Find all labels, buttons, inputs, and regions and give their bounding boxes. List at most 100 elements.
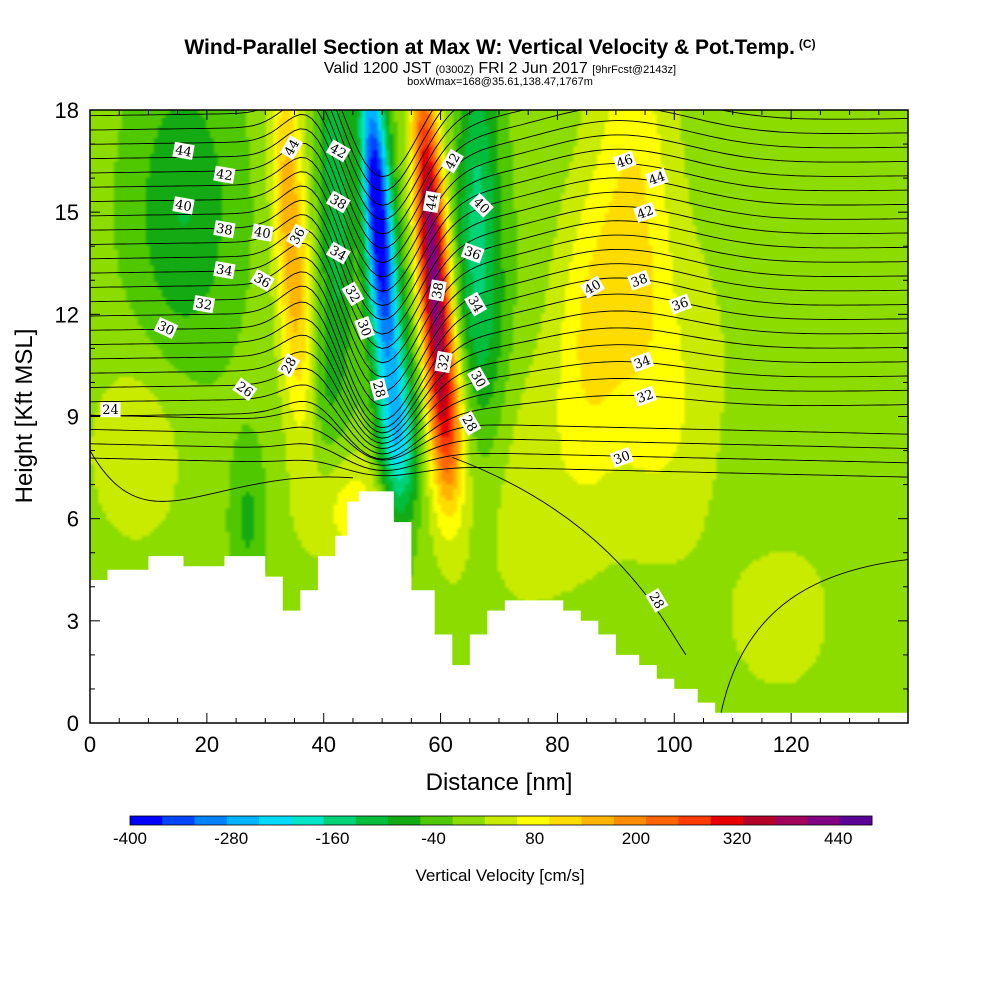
- colorbar-tick-label: -280: [214, 829, 248, 848]
- theta-label-text: 42: [443, 151, 464, 173]
- x-axis-label: Distance [nm]: [426, 769, 573, 796]
- colorbar-swatch: [613, 816, 647, 825]
- theta-contour: [90, 110, 908, 249]
- theta-contour: [90, 443, 908, 471]
- theta-label: 40: [580, 275, 605, 299]
- theta-contour: [90, 426, 908, 466]
- theta-contour: [90, 120, 908, 264]
- theta-contour: [90, 327, 908, 439]
- theta-label-text: 36: [670, 295, 691, 315]
- theta-label-text: 46: [615, 152, 636, 172]
- x-tick-labels: 0 20 40 60 80 100 120: [84, 732, 810, 757]
- colorbar-tick-label: -40: [421, 829, 446, 848]
- theta-label-text: 30: [467, 369, 488, 391]
- theta-label-text: 28: [279, 355, 300, 377]
- colorbar-swatch: [323, 816, 357, 825]
- x-tick-label: 80: [545, 732, 569, 757]
- theta-label: 32: [192, 294, 216, 314]
- x-tick-label: 40: [311, 732, 335, 757]
- theta-label: 28: [369, 377, 390, 401]
- theta-contour: [90, 450, 353, 502]
- theta-label: 32: [633, 385, 658, 407]
- theta-contour: [90, 378, 908, 455]
- theta-label: 36: [668, 293, 693, 315]
- colorbar: [129, 815, 873, 826]
- theta-contour: [90, 110, 477, 221]
- theta-label: 46: [612, 150, 637, 172]
- x-tick-label: 20: [195, 732, 219, 757]
- colorbar-tick-label: -160: [315, 829, 349, 848]
- theta-contour: [720, 559, 908, 713]
- theta-contour: [452, 456, 687, 656]
- theta-label-text: 34: [632, 353, 653, 373]
- theta-label: 44: [644, 167, 669, 189]
- theta-label: 32: [434, 350, 453, 374]
- colorbar-swatch: [452, 816, 486, 825]
- theta-label: 34: [464, 291, 488, 317]
- theta-label-text: 38: [629, 271, 650, 291]
- colorbar-swatch: [420, 816, 454, 825]
- theta-label: 40: [172, 196, 195, 216]
- theta-label-text: 42: [327, 141, 349, 162]
- colorbar-tick-label: 80: [525, 829, 544, 848]
- y-tick-label: 0: [67, 711, 79, 736]
- y-tick-label: 9: [67, 405, 79, 430]
- theta-label-text: 40: [253, 225, 272, 243]
- theta-label: 44: [280, 135, 303, 160]
- colorbar-swatch: [291, 816, 324, 825]
- theta-label-text: 32: [341, 283, 362, 305]
- theta-label-text: 34: [464, 294, 485, 316]
- theta-contour: [90, 310, 908, 434]
- y-tick-label: 6: [67, 507, 79, 532]
- y-axis-label: Height [Kft MSL]: [11, 329, 38, 504]
- theta-label-text: 44: [424, 193, 442, 212]
- theta-contour: [90, 263, 908, 407]
- theta-label-text: 38: [430, 281, 448, 300]
- theta-label-text: 28: [458, 413, 479, 435]
- theta-label-text: 24: [102, 403, 119, 418]
- theta-contour: [90, 220, 908, 364]
- colorbar-tick-labels: -400 -280 -160 -40 80 200 320 440: [113, 829, 853, 848]
- theta-contour: [90, 457, 908, 478]
- colorbar-swatch: [581, 816, 615, 825]
- colorbar-swatch: [388, 816, 421, 825]
- theta-label-text: 36: [251, 271, 273, 292]
- theta-contour: [90, 410, 908, 461]
- theta-label-text: 44: [647, 169, 668, 189]
- theta-label: 36: [249, 268, 275, 292]
- theta-label: 36: [285, 223, 309, 249]
- theta-label: 30: [354, 316, 376, 340]
- theta-label-text: 38: [327, 192, 349, 213]
- colorbar-swatch: [807, 816, 841, 825]
- theta-contour: [90, 361, 908, 450]
- theta-label-text: 38: [215, 221, 234, 239]
- theta-label: 30: [609, 446, 634, 468]
- theta-contour: [90, 163, 908, 306]
- colorbar-tick-label: -400: [113, 829, 147, 848]
- theta-label-text: 44: [282, 137, 303, 159]
- colorbar-swatch: [194, 816, 228, 825]
- y-tick-label: 3: [67, 609, 79, 634]
- theta-label-text: 36: [462, 244, 483, 264]
- theta-label: 38: [325, 190, 351, 213]
- theta-contour: [90, 394, 908, 460]
- colorbar-swatch: [775, 816, 808, 825]
- theta-label-text: 40: [174, 198, 193, 216]
- theta-label-text: 34: [327, 243, 349, 264]
- y-tick-labels: 0 3 6 9 12 15 18: [55, 98, 79, 736]
- theta-contour: [90, 177, 908, 321]
- colorbar-swatch: [355, 816, 389, 825]
- axis-ticks: [89, 109, 908, 724]
- theta-label: 42: [213, 165, 236, 185]
- theta-label-text: 40: [582, 277, 604, 298]
- theta-contour: [90, 293, 908, 429]
- colorbar-swatch: [742, 816, 776, 825]
- theta-contour: [90, 248, 908, 392]
- theta-label-text: 32: [635, 387, 656, 407]
- theta-label: 28: [458, 410, 482, 436]
- theta-label: 44: [172, 141, 195, 161]
- theta-label: 38: [213, 220, 236, 239]
- x-tick-label: 60: [428, 732, 452, 757]
